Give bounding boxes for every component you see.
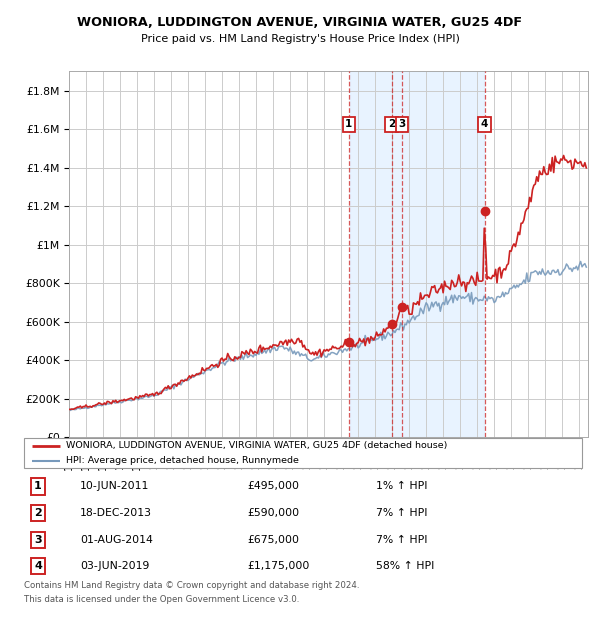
Text: 03-JUN-2019: 03-JUN-2019 — [80, 561, 149, 572]
Text: 10-JUN-2011: 10-JUN-2011 — [80, 481, 149, 492]
Text: £590,000: £590,000 — [247, 508, 299, 518]
Text: This data is licensed under the Open Government Licence v3.0.: This data is licensed under the Open Gov… — [24, 595, 299, 604]
Text: 7% ↑ HPI: 7% ↑ HPI — [376, 508, 427, 518]
Text: 7% ↑ HPI: 7% ↑ HPI — [376, 534, 427, 545]
Text: £495,000: £495,000 — [247, 481, 299, 492]
Text: Contains HM Land Registry data © Crown copyright and database right 2024.: Contains HM Land Registry data © Crown c… — [24, 581, 359, 590]
FancyBboxPatch shape — [24, 438, 582, 468]
Text: 01-AUG-2014: 01-AUG-2014 — [80, 534, 152, 545]
Text: £675,000: £675,000 — [247, 534, 299, 545]
Text: Price paid vs. HM Land Registry's House Price Index (HPI): Price paid vs. HM Land Registry's House … — [140, 34, 460, 44]
Text: 58% ↑ HPI: 58% ↑ HPI — [376, 561, 434, 572]
Text: 1: 1 — [345, 119, 352, 130]
Text: 4: 4 — [481, 119, 488, 130]
Text: 1: 1 — [34, 481, 42, 492]
Text: 2: 2 — [34, 508, 42, 518]
Text: HPI: Average price, detached house, Runnymede: HPI: Average price, detached house, Runn… — [66, 456, 299, 465]
Text: 18-DEC-2013: 18-DEC-2013 — [80, 508, 152, 518]
Text: 4: 4 — [34, 561, 42, 572]
Text: WONIORA, LUDDINGTON AVENUE, VIRGINIA WATER, GU25 4DF: WONIORA, LUDDINGTON AVENUE, VIRGINIA WAT… — [77, 16, 523, 29]
Text: 3: 3 — [34, 534, 42, 545]
Text: 2: 2 — [388, 119, 395, 130]
Text: WONIORA, LUDDINGTON AVENUE, VIRGINIA WATER, GU25 4DF (detached house): WONIORA, LUDDINGTON AVENUE, VIRGINIA WAT… — [66, 441, 447, 450]
Text: £1,175,000: £1,175,000 — [247, 561, 310, 572]
Text: 1% ↑ HPI: 1% ↑ HPI — [376, 481, 427, 492]
Text: 3: 3 — [398, 119, 406, 130]
